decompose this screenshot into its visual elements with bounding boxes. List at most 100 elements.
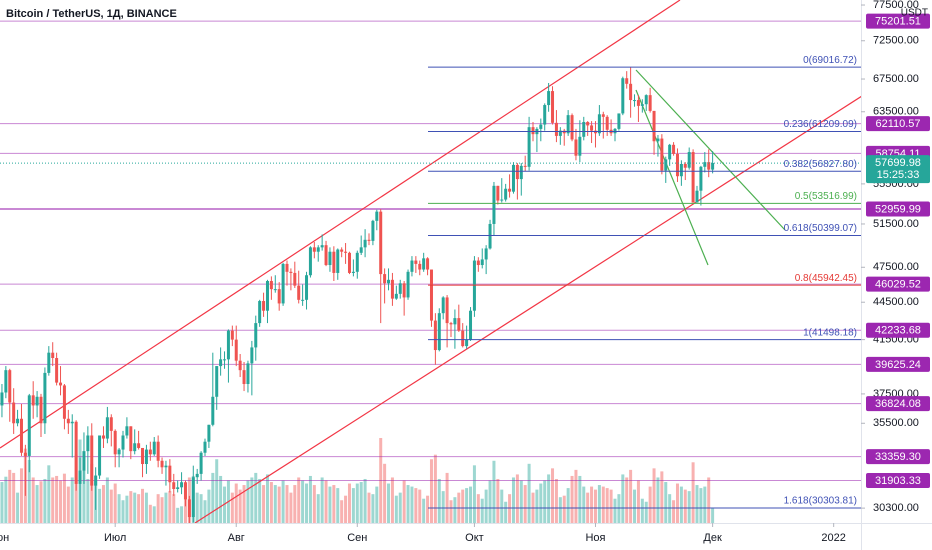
candle-body xyxy=(355,252,359,272)
candle-body xyxy=(265,280,269,311)
candle-body xyxy=(55,358,59,383)
candle-body xyxy=(672,144,676,154)
candle-body xyxy=(547,91,551,106)
candle-body xyxy=(484,248,488,260)
candle-body xyxy=(215,366,219,397)
volume-bar xyxy=(12,472,16,523)
candle-body xyxy=(98,435,102,476)
volume-bar xyxy=(566,488,570,523)
volume-bar xyxy=(70,477,74,523)
candle-body xyxy=(539,124,543,129)
volume-bar xyxy=(82,469,86,523)
volume-bar xyxy=(469,486,473,523)
volume-bar xyxy=(574,469,578,523)
candle-body xyxy=(578,136,582,156)
y-tick-label: 47500.00 xyxy=(873,261,919,273)
volume-bar xyxy=(0,482,4,523)
candle-body xyxy=(332,251,336,273)
volume-bar xyxy=(648,486,652,523)
volume-bar xyxy=(644,501,648,523)
x-tick-label: Дек xyxy=(703,532,722,544)
candle-body xyxy=(652,110,656,142)
volume-bar xyxy=(527,463,531,523)
last-price-label: 57699.98 xyxy=(875,157,921,169)
volume-bar xyxy=(383,463,387,523)
volume-bar xyxy=(558,497,562,523)
price-box-layer: 75201.5162110.5758754.1152959.9946029.52… xyxy=(866,13,930,488)
candle-body xyxy=(258,301,262,324)
volume-bar xyxy=(523,485,527,523)
volume-bar xyxy=(59,480,63,523)
fib-label: 1.618(30303.81) xyxy=(784,496,857,507)
volume-bar xyxy=(105,477,109,523)
candle-body xyxy=(543,105,547,125)
volume-bar xyxy=(51,477,55,523)
candle-body xyxy=(504,188,508,200)
candle-body xyxy=(191,477,195,518)
volume-bar xyxy=(621,474,625,523)
candle-body xyxy=(367,239,371,241)
candle-body xyxy=(465,339,469,347)
volume-bar xyxy=(414,488,418,523)
volume-bar xyxy=(675,483,679,523)
candle-body xyxy=(129,426,133,452)
volume-bar xyxy=(332,485,336,523)
candle-body xyxy=(281,263,285,304)
x-tick-label: Июл xyxy=(104,532,126,544)
volume-bar xyxy=(199,494,203,523)
candle-body xyxy=(429,269,433,321)
candle-body xyxy=(273,289,277,291)
volume-bar xyxy=(39,481,43,523)
x-tick-label: Июн xyxy=(0,532,9,544)
volume-bar xyxy=(66,486,70,523)
candle-body xyxy=(328,251,332,266)
level-label: 75201.51 xyxy=(875,16,921,28)
volume-bar xyxy=(652,468,656,523)
candle-body xyxy=(570,115,574,140)
candle-body xyxy=(180,482,184,488)
candle-body xyxy=(390,279,394,299)
volume-bar xyxy=(656,477,660,523)
candle-body xyxy=(340,249,344,252)
volume-bar xyxy=(551,468,555,523)
volume-bar xyxy=(687,491,691,523)
volume-bar xyxy=(398,492,402,523)
candle-body xyxy=(554,122,558,136)
volume-bar xyxy=(664,482,668,523)
candle-body xyxy=(250,347,254,364)
level-box xyxy=(866,276,930,292)
candle-body xyxy=(605,116,609,130)
candle-body xyxy=(422,258,426,270)
volume-bar xyxy=(703,486,707,523)
candle-body xyxy=(74,421,78,484)
volume-bar xyxy=(472,465,476,523)
volume-bar xyxy=(441,491,445,523)
volume-bar xyxy=(367,492,371,523)
candle-body xyxy=(168,465,172,483)
candle-body xyxy=(27,395,31,456)
candle-body xyxy=(297,285,301,300)
candle-body xyxy=(59,382,63,386)
candle-body xyxy=(144,449,148,465)
candle-body xyxy=(35,396,39,406)
volume-bar xyxy=(508,494,512,523)
y-tick-label: 67500.00 xyxy=(873,73,919,85)
candle-body xyxy=(593,130,597,134)
candle-body xyxy=(39,396,43,424)
candle-body xyxy=(12,402,16,424)
candle-body xyxy=(316,247,320,252)
volume-bar xyxy=(578,475,582,523)
volume-bar xyxy=(297,477,301,523)
fib-label: 0(69016.72) xyxy=(803,55,857,66)
volume-bar xyxy=(117,494,121,523)
volume-bar xyxy=(277,486,281,523)
candle-body xyxy=(457,318,461,331)
volume-bar xyxy=(211,472,215,523)
volume-bar xyxy=(629,469,633,523)
volume-bar xyxy=(371,494,375,523)
candle-body xyxy=(371,220,375,241)
volume-bar xyxy=(141,488,145,523)
candle-body xyxy=(246,363,250,385)
volume-bar xyxy=(445,472,449,523)
candle-body xyxy=(375,211,379,221)
